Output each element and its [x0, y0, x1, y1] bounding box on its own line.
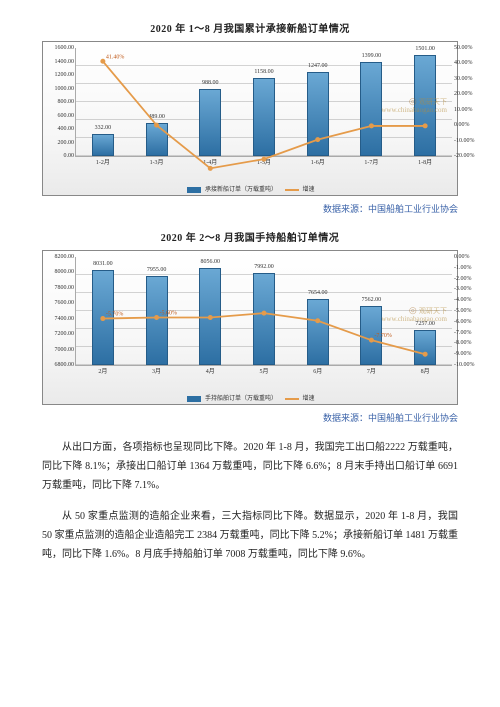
- y1-tick-label: 6800.00: [55, 362, 75, 368]
- legend-bar-label: 承接新船订单（万载重吨）: [205, 187, 277, 193]
- y2-tick-label: -2.00%: [454, 276, 472, 282]
- category-label: 8月: [421, 366, 430, 375]
- y2-tick-label: 20.00%: [454, 91, 473, 97]
- category-label: 2月: [98, 366, 107, 375]
- y2-tick-label: -8.00%: [454, 340, 472, 346]
- chart2-watermark: ◎ 观研天下 www.chinabaogao.com: [381, 306, 447, 324]
- watermark-icon: ◎: [409, 96, 419, 106]
- category-label: 1-7月: [364, 157, 378, 166]
- category-label: 6月: [313, 366, 322, 375]
- y2-tick-label: -5.00%: [454, 308, 472, 314]
- page: 2020 年 1～8 月我国累计承接新船订单情况 0.00 200.00 400.0…: [0, 0, 500, 707]
- y1-tick-label: 0.00: [64, 153, 75, 159]
- y2-tick-label: -9.00%: [454, 351, 472, 357]
- y1-tick-label: 600.00: [58, 113, 75, 119]
- category-label: 3月: [152, 366, 161, 375]
- category-label: 5月: [259, 366, 268, 375]
- y1-tick-label: 7800.00: [55, 285, 75, 291]
- y2-tick-label: 10.00%: [454, 107, 473, 113]
- y1-tick-label: 7600.00: [55, 300, 75, 306]
- y1-tick-label: 1400.00: [55, 59, 75, 65]
- y2-tick-label: -1.00%: [454, 265, 472, 271]
- y1-tick-label: 1600.00: [55, 45, 75, 51]
- y2-tick-label: -4.00%: [454, 297, 472, 303]
- y2-tick-label: -6.00%: [454, 319, 472, 325]
- chart1: 0.00 200.00 400.00 600.00 800.00 1000.00 1200.…: [42, 41, 458, 196]
- y2-tick-label: -7.00%: [454, 330, 472, 336]
- y2-tick-label: 30.00%: [454, 76, 473, 82]
- y2-tick-label: 50.00%: [454, 45, 473, 51]
- chart1-title: 2020 年 1～8 月我国累计承接新船订单情况: [42, 20, 458, 35]
- category-label: 1-3月: [150, 157, 164, 166]
- paragraph-2: 从 50 家重点监测的造船企业来看，三大指标同比下降。数据显示，2020 年 1…: [42, 507, 458, 564]
- y1-tick-label: 8200.00: [55, 254, 75, 260]
- y2-tick-label: -3.00%: [454, 286, 472, 292]
- line-point-label: -5.70%: [106, 312, 124, 318]
- category-label: 1-2月: [96, 157, 110, 166]
- chart1-source: 数据来源：中国船舶工业行业协会: [42, 202, 458, 215]
- category-label: 4月: [206, 366, 215, 375]
- chart2-title: 2020 年 2～8 月我国手持船舶订单情况: [42, 229, 458, 244]
- legend-swatch-bar: [187, 187, 201, 193]
- chart1-watermark: ◎ 观研天下 www.chinabaogao.com: [381, 97, 447, 115]
- legend-bar-label: 手持船舶订单（万载重吨）: [205, 396, 277, 402]
- category-label: 1-6月: [311, 157, 325, 166]
- y2-tick-label: -20.00%: [454, 153, 475, 159]
- chart2-source: 数据来源：中国船舶工业行业协会: [42, 411, 458, 424]
- line-point-label: -7.70%: [374, 333, 392, 339]
- y2-tick-label: 0.00%: [454, 122, 470, 128]
- line-point-label: -5.60%: [160, 310, 178, 316]
- chart1-legend: 承接新船订单（万载重吨） 增速: [43, 184, 457, 193]
- y1-tick-label: 800.00: [58, 99, 75, 105]
- legend-line-label: 增速: [303, 396, 315, 402]
- y1-tick-label: 8000.00: [55, 269, 75, 275]
- y1-tick-label: 7200.00: [55, 331, 75, 337]
- legend-swatch-line: [285, 189, 299, 191]
- y1-tick-label: 1000.00: [55, 86, 75, 92]
- y1-tick-label: 1200.00: [55, 72, 75, 78]
- category-label: 1-8月: [418, 157, 432, 166]
- watermark-icon: ◎: [409, 305, 419, 315]
- y2-tick-label: 40.00%: [454, 60, 473, 66]
- legend-swatch-line: [285, 398, 299, 400]
- y1-tick-label: 7400.00: [55, 316, 75, 322]
- y1-tick-label: 7000.00: [55, 347, 75, 353]
- chart2-legend: 手持船舶订单（万载重吨） 增速: [43, 393, 457, 402]
- y1-tick-label: 400.00: [58, 126, 75, 132]
- legend-line-label: 增速: [303, 187, 315, 193]
- line-point-label: 41.40%: [106, 54, 125, 60]
- legend-swatch-bar: [187, 396, 201, 402]
- category-label: 7月: [367, 366, 376, 375]
- y2-tick-label: -10.00%: [454, 138, 475, 144]
- y2-tick-label: 0.00%: [454, 254, 470, 260]
- y2-tick-label: -10.00%: [454, 362, 475, 368]
- chart2: 6800.00 7000.00 7200.00 7400.00 7600.00 7800.…: [42, 250, 458, 405]
- paragraph-1: 从出口方面，各项指标也呈现同比下降。2020 年 1-8 月，我国完工出口船22…: [42, 438, 458, 495]
- y1-tick-label: 200.00: [58, 140, 75, 146]
